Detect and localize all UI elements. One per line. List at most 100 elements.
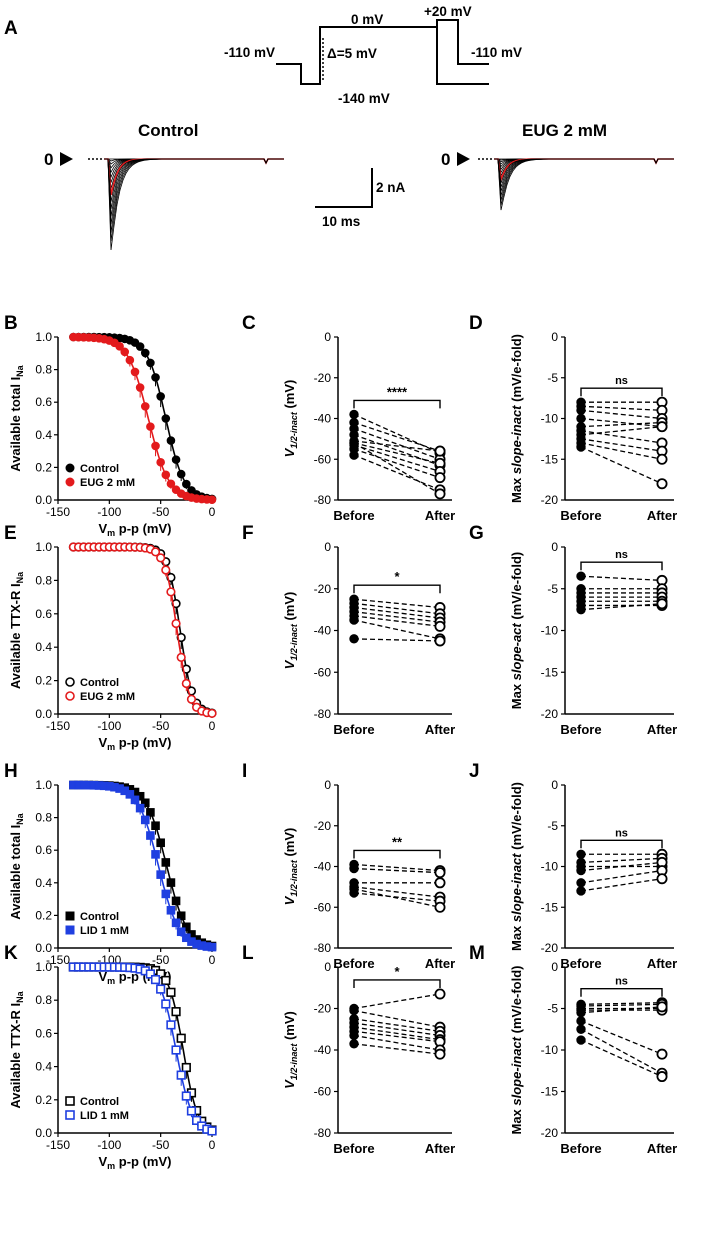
significance-bracket [580, 839, 663, 849]
panel-e: E 0.0 0.2 0.4 0.6 0.8 1.0 -150 -100 -50 0 Vm p-p (m… [4, 523, 217, 752]
data-marker [171, 455, 181, 464]
series-lid-1-mm [68, 962, 217, 1136]
pair-line [353, 428, 441, 460]
data-marker [186, 1106, 197, 1116]
trace-title-eug: EUG 2 mM [522, 121, 607, 140]
data-marker [176, 927, 186, 937]
pair-line [353, 606, 441, 619]
y-tick-label: 0.8 [35, 573, 52, 587]
panel-j-label: J [469, 761, 480, 782]
significance-bracket [353, 849, 441, 859]
data-marker [171, 1045, 181, 1055]
x-tick-label: -50 [152, 953, 170, 967]
before-point [349, 1005, 359, 1016]
legend-label: Control [80, 911, 119, 923]
y-tick-label: 0.2 [35, 460, 52, 474]
before-point [349, 1039, 359, 1049]
after-point [434, 901, 446, 913]
y-tick-label: -80 [314, 493, 332, 507]
y-tick-label: -60 [314, 1085, 332, 1099]
panel-a-label: A [4, 18, 18, 39]
series-lid-1-mm [69, 780, 217, 952]
before-point [576, 1035, 586, 1045]
data-marker [65, 1096, 75, 1106]
x-category-before: Before [560, 956, 601, 971]
legend-label: LID 1 mM [80, 925, 129, 937]
y-tick-label: -20 [541, 941, 559, 955]
panel-h: H0.00.20.40.60.81.0-150 -100 -50 0Vm p-p (m… [4, 761, 217, 986]
data-marker [115, 342, 124, 351]
current-trace [104, 158, 284, 242]
data-marker [140, 402, 150, 411]
pair-line [353, 1034, 441, 1051]
data-marker [171, 1007, 181, 1017]
panel-l-label: L [242, 943, 254, 964]
significance-label: ns [615, 549, 628, 561]
y-tick-label: 1.0 [35, 330, 52, 344]
y-axis-label: Max slope-inact (mV/e-fold) [509, 334, 524, 503]
data-marker [65, 925, 75, 935]
y-tick-label: 0 [551, 778, 558, 792]
y-tick-label: 0.8 [35, 811, 52, 825]
legend-label: EUG 2 mM [80, 477, 135, 489]
data-marker [146, 358, 155, 368]
x-axis-label: Vm p-p (mV) [98, 521, 171, 538]
data-marker [146, 808, 155, 817]
series-eug-2-mm [68, 542, 217, 719]
label-hold-left: -110 mV [224, 45, 275, 60]
y-tick-label: 0.0 [35, 1126, 52, 1140]
pair-line [580, 1003, 663, 1007]
series-eug-2-mm [69, 332, 217, 504]
after-point [434, 488, 446, 500]
y-tick-label: 0.8 [35, 363, 52, 377]
data-marker [161, 889, 171, 899]
x-tick-label: -50 [152, 505, 170, 519]
x-tick-label: -50 [152, 1138, 170, 1152]
pair-line [353, 886, 441, 898]
pair-line [580, 869, 663, 884]
data-marker [156, 457, 165, 467]
y-tick-label: 0 [324, 960, 331, 974]
before-point [576, 865, 586, 876]
pair-line [353, 444, 441, 473]
y-tick-label: -40 [314, 860, 332, 874]
current-trace [104, 158, 284, 225]
before-point [576, 604, 586, 615]
data-marker [130, 795, 140, 805]
x-category-after: After [425, 722, 455, 737]
x-category-after: After [647, 956, 677, 971]
x-category-before: Before [560, 1141, 601, 1156]
pair-line [580, 1002, 663, 1005]
y-axis-label: Available TTX-R INa [8, 990, 25, 1108]
y-tick-label: 0 [324, 540, 331, 554]
y-tick-label: 0.0 [35, 707, 52, 721]
data-marker [176, 1033, 186, 1043]
data-marker [156, 969, 166, 979]
y-tick-label: -10 [541, 412, 559, 426]
after-point [434, 620, 446, 632]
data-marker [156, 984, 166, 994]
y-tick-label: -20 [541, 1126, 559, 1140]
current-trace [494, 158, 674, 196]
y-tick-label: 0.0 [35, 493, 52, 507]
x-tick-label: 0 [209, 953, 216, 967]
data-marker [140, 348, 150, 358]
before-point [349, 450, 359, 460]
scale-bar-current: 2 nA [376, 180, 406, 195]
y-axis-label: Available total INa [8, 364, 25, 471]
zero-marker-eug: 0 [441, 150, 450, 169]
data-marker [65, 477, 75, 487]
data-marker [176, 469, 186, 479]
pair-line [580, 857, 663, 864]
y-axis-label: Max slope-inact (mV/e-fold) [509, 965, 524, 1134]
significance-bracket [353, 399, 441, 409]
data-marker [181, 678, 191, 689]
y-tick-label: -20 [314, 819, 332, 833]
pair-line [353, 867, 441, 874]
before-point [576, 1007, 586, 1018]
y-tick-label: -15 [541, 900, 559, 914]
panel-e-label: E [4, 523, 17, 544]
scale-bar-lines [315, 168, 373, 208]
data-marker [150, 547, 161, 557]
